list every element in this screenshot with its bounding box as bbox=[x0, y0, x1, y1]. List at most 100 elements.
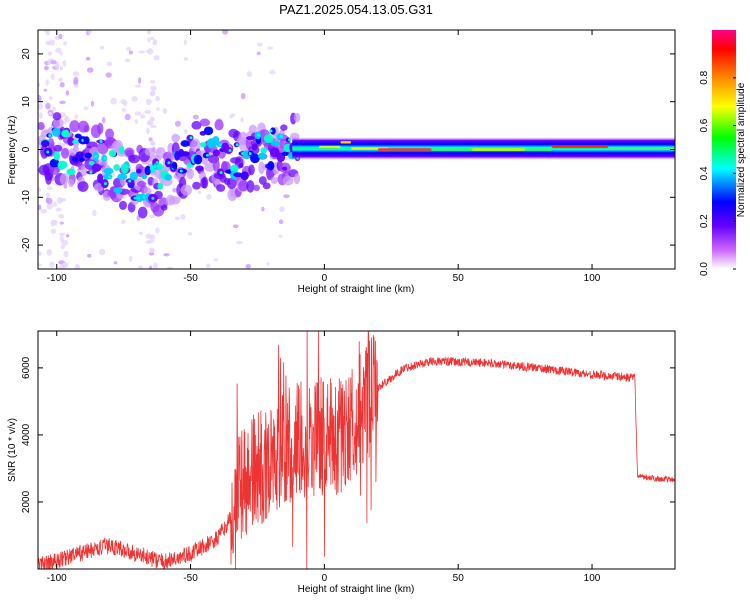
heatmap-core-blob bbox=[108, 149, 117, 157]
heatmap-core-blob bbox=[195, 165, 204, 172]
heatmap-band-core bbox=[319, 145, 341, 149]
heatmap-core-blob bbox=[91, 163, 102, 173]
heatmap-speckle bbox=[180, 214, 186, 220]
colorbar-tick-label: 0.0 bbox=[699, 262, 710, 276]
heatmap-peak-dot bbox=[257, 133, 261, 137]
heatmap-peak-dot bbox=[99, 140, 103, 144]
heatmap-core-blob bbox=[40, 140, 50, 148]
heatmap-blob bbox=[105, 128, 115, 140]
heatmap-speckle bbox=[156, 107, 160, 111]
heatmap-speckle bbox=[45, 192, 51, 197]
heatmap-blob bbox=[248, 164, 255, 176]
x-tick-label: 50 bbox=[453, 273, 465, 284]
heatmap-speckle bbox=[230, 113, 236, 118]
heatmap-speckle bbox=[120, 98, 126, 105]
heatmap-speckle bbox=[47, 58, 51, 65]
heatmap-speckle bbox=[48, 96, 53, 101]
heatmap-speckle bbox=[121, 107, 127, 113]
heatmap-speckle bbox=[52, 106, 56, 112]
heatmap-speckle bbox=[152, 39, 156, 46]
colorbar-ticks: 0.0 0.2 0.4 0.6 0.8 bbox=[699, 70, 736, 276]
heatmap-speckle bbox=[198, 190, 202, 195]
x-tick-label: 0 bbox=[322, 273, 328, 284]
heatmap-peak-dot bbox=[46, 150, 50, 154]
heatmap-speckle bbox=[50, 228, 57, 234]
heatmap-speckle bbox=[52, 201, 58, 207]
heatmap-blob bbox=[293, 173, 301, 185]
heatmap-speckle bbox=[106, 61, 113, 67]
heatmap-core-blob bbox=[267, 160, 275, 171]
heatmap-blob bbox=[238, 180, 249, 192]
heatmap-speckle bbox=[38, 263, 42, 267]
heatmap-speckle bbox=[113, 261, 118, 265]
heatmap-peak-dot bbox=[63, 132, 67, 136]
heatmap-speckle bbox=[144, 109, 152, 114]
snr-panel: -100 -50 0 50 100 2000 4000 6000 Height of str… bbox=[7, 330, 676, 595]
heatmap-core-blob bbox=[103, 167, 114, 175]
heatmap-peak-dot bbox=[60, 166, 64, 170]
heatmap-speckle bbox=[86, 67, 94, 73]
heatmap-speckle bbox=[278, 234, 283, 238]
heatmap-speckle bbox=[138, 231, 144, 236]
heatmap-core-blob bbox=[75, 151, 84, 159]
snr-y-ticks: 2000 4000 6000 bbox=[21, 356, 675, 513]
heatmap-peak-dot bbox=[269, 129, 273, 133]
heatmap-speckle bbox=[174, 216, 180, 221]
heatmap-blob bbox=[253, 184, 261, 192]
heatmap-core-blob bbox=[258, 152, 267, 160]
heatmap-speckle bbox=[74, 84, 79, 88]
spectrogram-x-ticks: -100 -50 0 50 100 bbox=[47, 30, 601, 284]
heatmap-core-blob bbox=[113, 164, 120, 171]
heatmap-speckle bbox=[279, 206, 285, 213]
heatmap-blob bbox=[258, 176, 267, 185]
heatmap-speckle bbox=[62, 60, 67, 67]
heatmap-core-blob bbox=[238, 162, 244, 168]
y-tick-label: 6000 bbox=[21, 356, 32, 379]
heatmap-speckle bbox=[172, 187, 177, 193]
heatmap-speckle bbox=[148, 265, 153, 269]
heatmap-speckle bbox=[149, 116, 155, 121]
heatmap-speckle bbox=[151, 141, 156, 146]
heatmap-speckle bbox=[240, 117, 244, 123]
colorbar-tick-label: 0.4 bbox=[699, 166, 710, 180]
heatmap-band-core bbox=[608, 146, 675, 150]
x-tick-label: 50 bbox=[453, 573, 465, 584]
heatmap-core-blob bbox=[269, 127, 276, 135]
heatmap-speckle bbox=[278, 219, 284, 225]
heatmap-speckle bbox=[63, 117, 67, 125]
heatmap-speckle bbox=[55, 47, 62, 53]
heatmap-blob bbox=[282, 175, 294, 186]
heatmap-speckle bbox=[58, 232, 66, 236]
heatmap-speckle bbox=[213, 258, 219, 262]
heatmap-speckle bbox=[283, 194, 290, 199]
heatmap-speckle bbox=[58, 264, 65, 269]
heatmap-speckle bbox=[38, 160, 41, 167]
heatmap-speckle bbox=[240, 92, 246, 100]
figure-title: PAZ1.2025.054.13.05.G31 bbox=[279, 2, 433, 17]
snr-y-axis-label: SNR (10 * v/v) bbox=[7, 418, 18, 482]
heatmap-speckle bbox=[51, 219, 58, 226]
heatmap-speckle bbox=[63, 41, 68, 46]
heatmap-speckle bbox=[150, 36, 155, 41]
heatmap-layer bbox=[38, 30, 675, 269]
heatmap-core-blob bbox=[171, 161, 178, 170]
heatmap-core-blob bbox=[83, 136, 90, 145]
heatmap-core-blob bbox=[84, 152, 92, 159]
heatmap-blob bbox=[59, 173, 69, 186]
heatmap-peak-dot bbox=[128, 179, 132, 183]
heatmap-speckle bbox=[150, 89, 156, 97]
snr-x-axis-label: Height of straight line (km) bbox=[298, 584, 415, 595]
heatmap-core-blob bbox=[212, 149, 220, 157]
heatmap-core-blob bbox=[144, 165, 151, 176]
heatmap-blob bbox=[191, 120, 202, 130]
heatmap-speckle bbox=[49, 60, 57, 65]
heatmap-speckle bbox=[269, 69, 276, 75]
heatmap-peak-dot bbox=[265, 137, 269, 141]
heatmap-speckle bbox=[187, 232, 193, 236]
heatmap-blob bbox=[137, 206, 148, 219]
heatmap-speckle bbox=[60, 245, 65, 249]
heatmap-speckle bbox=[166, 266, 174, 269]
heatmap-blob bbox=[280, 124, 288, 131]
heatmap-speckle bbox=[47, 186, 53, 191]
